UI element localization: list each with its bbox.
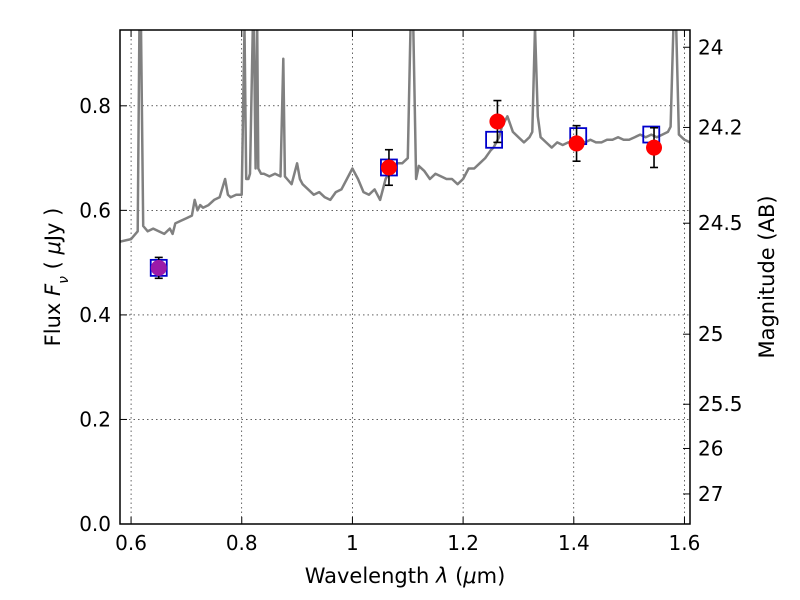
y-tick-label: 0.0 <box>79 512 111 536</box>
x-tick-label: 1 <box>346 531 359 555</box>
right-tick-label: 25 <box>698 322 723 346</box>
y-tick-label: 0.2 <box>79 407 111 431</box>
right-tick-label: 24.2 <box>698 115 743 139</box>
y-axis-label-unit: Jy ) <box>41 208 65 244</box>
observed-point <box>568 135 585 152</box>
x-tick-label: 1.4 <box>558 531 590 555</box>
x-tick-label: 1.2 <box>447 531 479 555</box>
x-axis-label: Wavelength λ (μm) <box>305 564 506 588</box>
right-tick-label: 26 <box>698 436 723 460</box>
x-tick-label: 0.8 <box>226 531 258 555</box>
x-axis-label-unit: m) <box>477 564 506 588</box>
spectrum-line <box>120 30 690 243</box>
right-tick-label: 27 <box>698 482 723 506</box>
right-tick-label: 25.5 <box>698 392 743 416</box>
x-tick-label: 1.6 <box>669 531 701 555</box>
y-tick-label: 0.6 <box>79 198 111 222</box>
observed-point <box>380 159 397 176</box>
y-axis-label-mu: μ <box>41 241 65 255</box>
y-tick-label: 0.4 <box>79 303 111 327</box>
y-axis-label-f: F <box>41 283 65 296</box>
model-square-point <box>485 130 503 149</box>
x-axis-label-open: ( <box>448 564 463 588</box>
y-axis-label: Flux Fν ( μJy ) <box>41 208 72 347</box>
x-axis-label-word: Wavelength <box>305 564 436 588</box>
right-axis-label: Magnitude (AB) <box>755 195 779 358</box>
y-axis-label-nu: ν <box>56 276 72 284</box>
plot-area <box>120 30 690 280</box>
axis-ticks: 0.6 0.8 1 1.2 1.4 1.6 0.0 0.2 0.4 0.6 0.8 24 24.2 24.… <box>79 30 743 555</box>
x-tick-label: 0.6 <box>115 531 147 555</box>
x-axis-label-lambda: λ <box>435 564 448 588</box>
observed-point <box>646 139 663 156</box>
x-axis-label-mu: μ <box>462 564 476 588</box>
observed-point <box>489 113 506 130</box>
right-tick-label: 24 <box>698 35 723 59</box>
y-axis-label-word: Flux <box>41 296 65 346</box>
observed-point <box>150 259 167 276</box>
y-tick-label: 0.8 <box>79 94 111 118</box>
y-axis-label-open: ( <box>41 255 65 277</box>
axes-frame <box>119 29 691 525</box>
right-tick-label: 24.5 <box>698 211 743 235</box>
